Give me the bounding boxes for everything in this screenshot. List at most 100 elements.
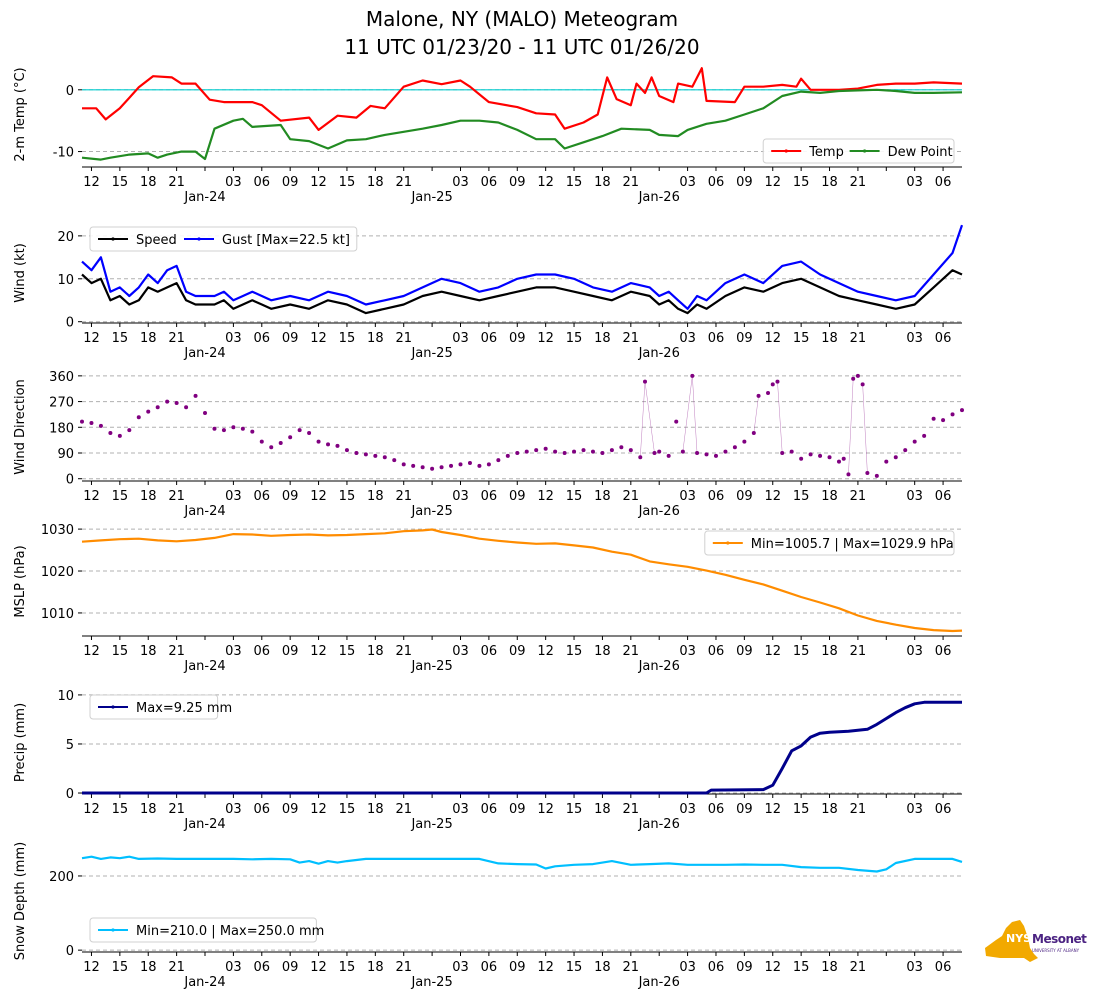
direction-point [600,451,605,455]
direction-point [136,415,141,420]
xtick-label-direction: 21 [623,489,640,504]
direction-point [382,455,387,460]
direction-point [742,439,747,444]
ytick-label-mslp: 1030 [41,523,74,538]
xtick-label-precip: 12 [764,802,781,817]
xtick-label-wind: 21 [623,331,640,346]
xtick-label-mslp: 03 [225,644,242,659]
direction-point [269,445,274,450]
direction-point [732,445,737,450]
xtick-label-snow: 15 [112,960,129,975]
xtick-label-temp: 09 [736,175,753,190]
direction-point [836,459,841,464]
xtick-label-precip: 03 [679,802,696,817]
direction-point [756,393,761,398]
xtick-label-direction: 12 [764,489,781,504]
direction-point [80,419,84,424]
direction-point [695,451,700,455]
direction-point [108,431,113,435]
xtick-label-snow: 09 [509,960,526,975]
xtick-label-wind: 18 [821,331,838,346]
xtick-label-temp: 15 [566,175,583,190]
xtick-label-wind: 12 [764,331,781,346]
xtick-label-temp: 12 [310,175,327,190]
xtick-label-direction: 21 [168,489,185,504]
xtick-label-temp: 18 [140,175,157,190]
direction-point [354,451,359,455]
xtick-label-precip: 06 [254,802,271,817]
direction-point [922,433,927,438]
direction-point [326,442,331,447]
xtick-label-snow: 06 [481,960,498,975]
xtick-label-wind: 15 [566,331,583,346]
xtick-label-precip: 18 [594,802,611,817]
xtick-label-direction: 12 [310,489,327,504]
xtick-label-direction: 15 [339,489,356,504]
xtick-label-wind: 09 [282,331,299,346]
xtick-label-snow: Jan-24 [183,975,225,990]
xtick-label-direction: 12 [537,489,554,504]
direction-point [799,456,804,461]
direction-point [893,455,898,460]
ytick-label-mslp: 1020 [41,565,74,580]
legend-label-temp: Dew Point [888,145,953,160]
direction-point [240,426,245,431]
xtick-label-snow: 12 [310,960,327,975]
ytick-label-precip: 5 [66,738,74,753]
xtick-label-precip: 06 [708,802,725,817]
xtick-label-precip: 03 [906,802,923,817]
xtick-label-snow: 18 [594,960,611,975]
xtick-label-precip: 15 [793,802,810,817]
xtick-label-precip: 15 [339,802,356,817]
direction-point [789,449,794,454]
xtick-label-snow: 12 [764,960,781,975]
series-line-precip-0 [82,700,962,795]
direction-point [851,376,856,381]
direction-point [775,379,780,384]
xtick-label-direction: 15 [793,489,810,504]
xtick-label-temp: Jan-26 [638,190,680,205]
xtick-label-snow: 21 [168,960,185,975]
xtick-label-snow: 15 [566,960,583,975]
xtick-label-direction: 06 [481,489,498,504]
direction-point [288,435,293,440]
xtick-label-temp: 03 [679,175,696,190]
legend-box-snow [89,917,317,943]
xtick-label-direction: 09 [282,489,299,504]
direction-point [344,448,349,453]
xtick-label-precip: 12 [310,802,327,817]
series-line-snow-0 [81,855,963,873]
legend-marker-snow [111,928,115,932]
direction-point [690,373,695,378]
direction-point [278,441,283,445]
xtick-label-wind: 21 [850,331,867,346]
xtick-label-mslp: 03 [906,644,923,659]
xtick-label-direction: 18 [821,489,838,504]
xtick-label-temp: 15 [339,175,356,190]
direction-point [704,452,709,457]
xtick-label-wind: 21 [168,331,185,346]
xtick-label-wind: 18 [594,331,611,346]
xtick-label-temp: 12 [537,175,554,190]
direction-point [174,401,179,405]
direction-point [363,452,368,457]
xtick-label-mslp: 06 [254,644,271,659]
xtick-label-mslp: 15 [566,644,583,659]
xtick-label-mslp: 21 [623,644,640,659]
xtick-label-direction: 03 [679,489,696,504]
legend-label-precip: Max=9.25 mm [136,701,232,716]
ytick-label-temp: -10 [53,146,74,161]
xtick-label-mslp: 06 [481,644,498,659]
xtick-label-precip: Jan-25 [410,817,452,832]
ytick-label-direction: 360 [49,370,74,385]
xtick-label-wind: 03 [452,331,469,346]
direction-point [259,439,264,444]
legend-marker-mslp [726,541,730,545]
direction-point [619,445,624,450]
xtick-label-wind: 12 [537,331,554,346]
xtick-label-temp: 18 [821,175,838,190]
xtick-label-direction: 09 [736,489,753,504]
xtick-label-precip: 12 [537,802,554,817]
xtick-label-precip: 15 [112,802,129,817]
xtick-label-mslp: 03 [679,644,696,659]
